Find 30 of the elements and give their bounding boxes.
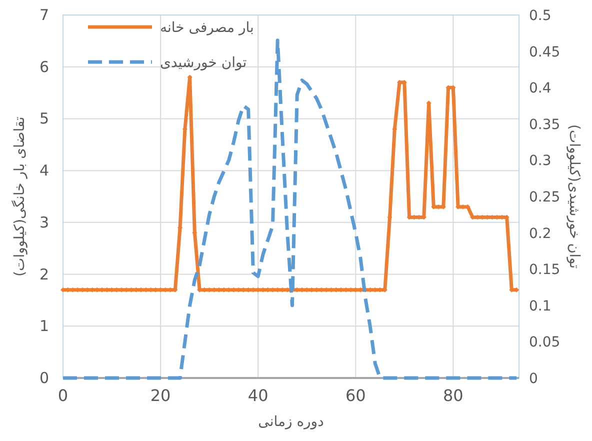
legend-label: توان خورشیدی bbox=[160, 55, 247, 71]
y2-tick-label: 0.15 bbox=[529, 262, 560, 278]
y-axis-title: تقاضای بار خانگی(کیلووات) bbox=[11, 116, 28, 276]
y2-axis-title: توان خورشیدی(کیلووات) bbox=[566, 124, 582, 269]
y2-tick-label: 0.25 bbox=[529, 190, 560, 206]
y-tick-label: 4 bbox=[39, 162, 49, 180]
y-tick-label: 7 bbox=[39, 6, 49, 24]
y-tick-label: 0 bbox=[39, 369, 49, 387]
x-axis-title: دوره زمانی bbox=[258, 414, 324, 430]
line-series bbox=[61, 38, 518, 380]
y2-tick-label: 0.45 bbox=[529, 44, 560, 60]
y2-tick-label: 0.5 bbox=[529, 8, 552, 24]
y-tick-label: 1 bbox=[39, 317, 49, 336]
x-tick-label: 40 bbox=[248, 386, 268, 405]
x-tick-label: 80 bbox=[442, 386, 464, 405]
y-tick-label: 5 bbox=[39, 110, 49, 128]
y2-tick-label: 0 bbox=[529, 371, 538, 387]
y2-tick-label: 0.35 bbox=[529, 116, 560, 133]
y2-tick-label: 0.2 bbox=[529, 226, 552, 242]
y2-tick-label: 0.3 bbox=[529, 153, 552, 170]
y2-tick-label: 0.05 bbox=[529, 334, 560, 351]
y-tick-label: 2 bbox=[39, 265, 49, 284]
y-tick-label: 6 bbox=[39, 58, 49, 76]
legend-label: بار مصرفی خانه bbox=[160, 20, 254, 36]
y2-tick-label: 0.1 bbox=[529, 298, 552, 314]
y-tick-label: 3 bbox=[39, 213, 49, 232]
x-tick-label: 60 bbox=[345, 386, 366, 405]
x-tick-label: 0 bbox=[58, 386, 68, 405]
y2-tick-label: 0.4 bbox=[529, 80, 552, 97]
x-tick-label: 20 bbox=[150, 386, 171, 405]
